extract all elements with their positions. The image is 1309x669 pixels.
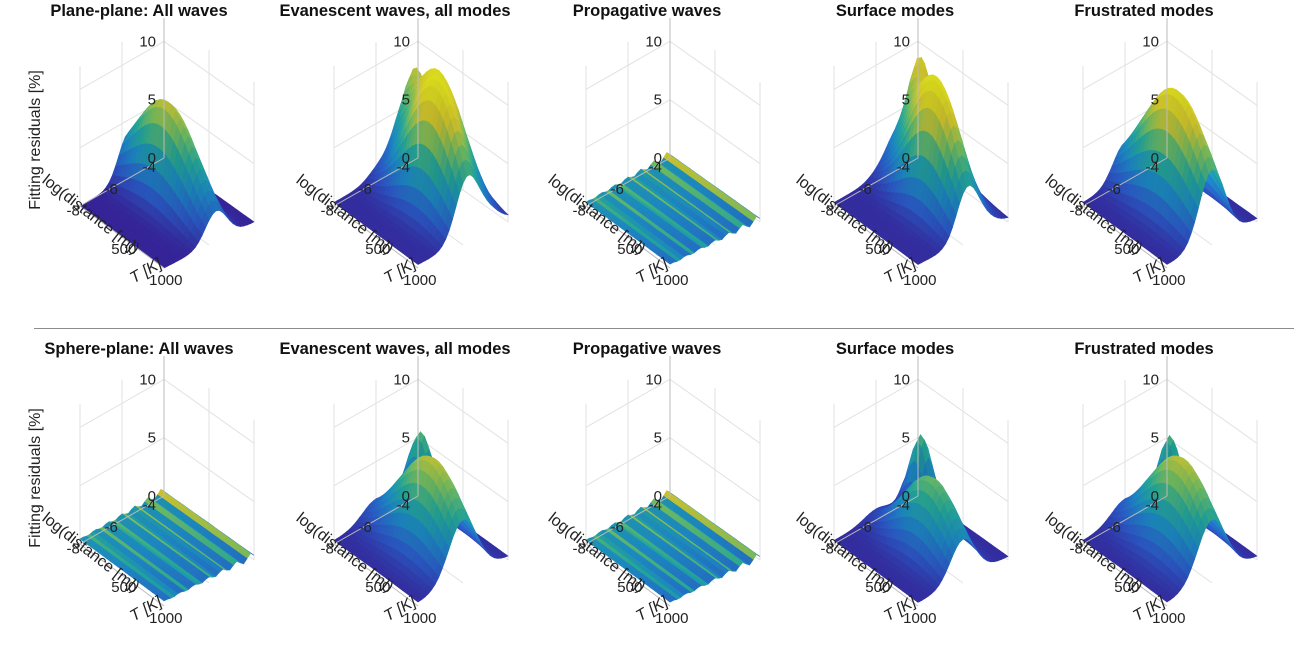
z-tick-label: 10 (893, 33, 910, 50)
row-divider (34, 328, 1294, 329)
x-tick-label: -6 (611, 519, 624, 536)
panel-title: Frustrated modes (1074, 2, 1214, 20)
z-tick-label: 10 (1142, 33, 1159, 50)
z-tick-label: 10 (645, 371, 662, 388)
panel-title: Sphere-plane: All waves (44, 340, 234, 358)
z-tick-label: 10 (393, 371, 410, 388)
x-tick-label: -6 (859, 181, 872, 198)
grid-line (79, 437, 255, 503)
x-tick-label: -4 (649, 497, 662, 514)
z-tick-label: 10 (139, 371, 156, 388)
panel-title: Surface modes (835, 2, 955, 20)
panel-title: Surface modes (835, 340, 955, 358)
grid-line (833, 378, 1009, 444)
panel-title: Frustrated modes (1074, 340, 1214, 358)
x-tick-label: -4 (143, 159, 156, 176)
panel-title: Propagative waves (572, 2, 722, 20)
z-tick-label: 5 (1151, 92, 1159, 109)
z-tick-label: 5 (148, 430, 156, 447)
y-tick-label: 1000 (149, 272, 182, 289)
grid-line (79, 378, 255, 444)
z-tick-label: 0 (148, 150, 156, 167)
x-tick-label: -6 (359, 519, 372, 536)
z-tick-label: 10 (139, 33, 156, 50)
z-tick-label: 5 (148, 92, 156, 109)
x-tick-label: -4 (649, 159, 662, 176)
x-tick-label: -6 (105, 181, 118, 198)
x-tick-label: -6 (359, 181, 372, 198)
z-tick-label: 10 (393, 33, 410, 50)
x-tick-label: -4 (397, 497, 410, 514)
x-tick-label: -4 (397, 159, 410, 176)
z-tick-label: 10 (645, 33, 662, 50)
x-tick-label: -8 (66, 203, 79, 220)
grid-line (585, 40, 761, 106)
grid-line (585, 99, 761, 165)
panel-title: Propagative waves (572, 340, 722, 358)
z-tick-label: 5 (654, 92, 662, 109)
x-tick-label: -6 (1108, 181, 1121, 198)
z-tick-label: 5 (654, 430, 662, 447)
x-tick-label: -6 (105, 519, 118, 536)
z-tick-label: 5 (902, 92, 910, 109)
grid-line (585, 437, 761, 503)
y-tick-label: 500 (111, 241, 136, 258)
x-tick-label: -6 (611, 181, 624, 198)
panel-title: Evanescent waves, all modes (279, 340, 511, 358)
z-tick-label: 5 (402, 430, 410, 447)
grid-line (79, 40, 255, 106)
x-tick-label: -4 (1146, 159, 1159, 176)
panel-title: Plane-plane: All waves (50, 2, 228, 20)
x-tick-label: -4 (897, 159, 910, 176)
axis-line (79, 157, 165, 269)
x-tick-label: -4 (143, 497, 156, 514)
z-tick-label: 5 (402, 92, 410, 109)
z-axis-label: Fitting residuals [%] (27, 408, 44, 548)
z-axis-label: Fitting residuals [%] (27, 70, 44, 210)
panel-title: Evanescent waves, all modes (279, 2, 511, 20)
grid-line (585, 378, 761, 444)
